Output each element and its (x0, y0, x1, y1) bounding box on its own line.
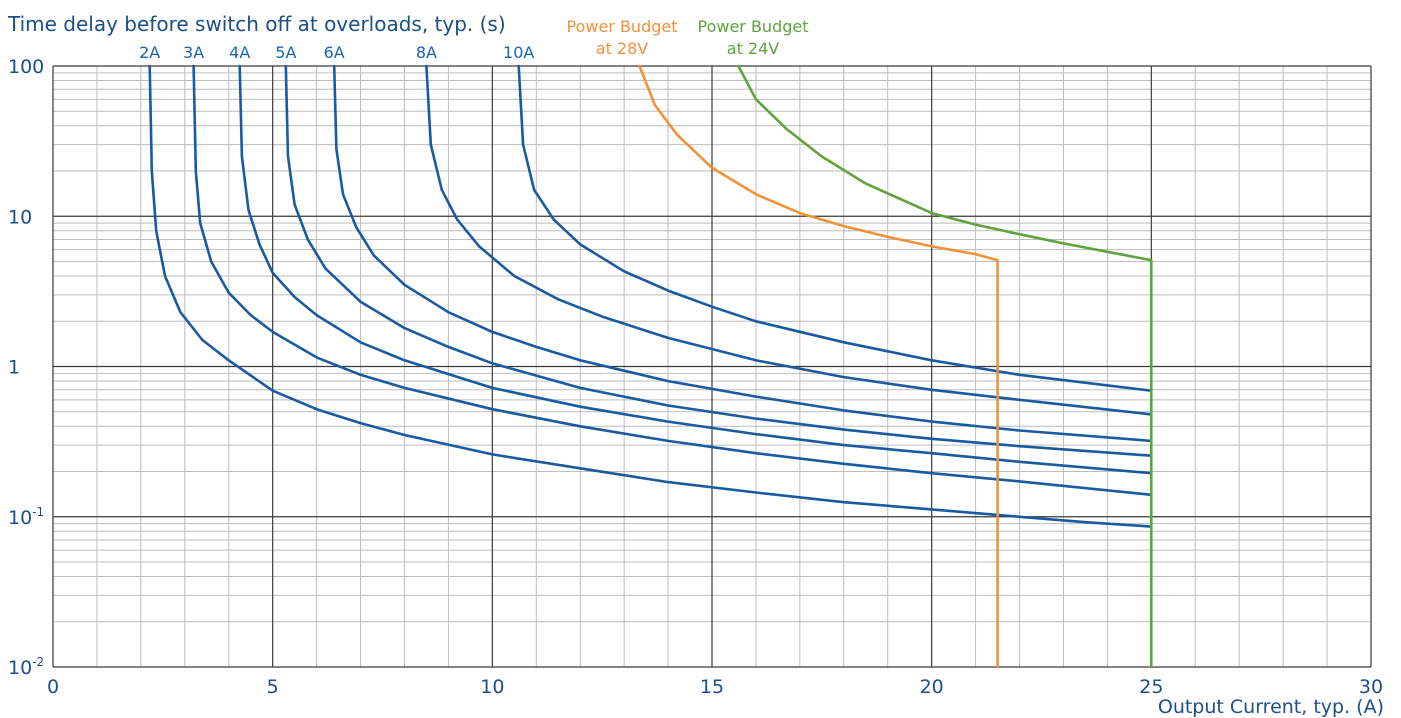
y-tick-exponent: -1 (32, 505, 44, 519)
y-tick-label: 10-1 (8, 505, 44, 529)
series-line-power-budget-at-24v (737, 64, 1153, 669)
series-labels: 2A 3A 4A 5A 6A 8A 10A (139, 43, 534, 62)
tick-labels: 0 5 10 15 20 25 30 100 10 1 10-1 10-2 (8, 56, 1383, 698)
x-axis-label: Output Current, typ. (A) (1158, 696, 1384, 718)
x-tick-label: 20 (920, 676, 944, 698)
power-budget-28v-label-line2: at 28V (596, 39, 649, 58)
series-label-5a: 5A (275, 43, 296, 62)
power-budget-24v-label-line1: Power Budget (697, 17, 808, 36)
grid (52, 65, 1372, 668)
x-tick-label: 10 (480, 676, 504, 698)
series-line-6a (332, 64, 1153, 443)
x-tick-label: 15 (700, 676, 724, 698)
series-label-2a: 2A (139, 43, 160, 62)
y-tick-exponent: -2 (32, 655, 44, 669)
x-tick-label: 5 (267, 676, 279, 698)
y-tick-label: 10-2 (8, 655, 44, 679)
series-line-3a (192, 64, 1153, 497)
series-label-4a: 4A (229, 43, 250, 62)
series-label-3a: 3A (183, 43, 204, 62)
y-tick-label: 10 (8, 206, 32, 228)
power-budget-24v-label-line2: at 24V (727, 39, 780, 58)
power-budget-28v-label-line1: Power Budget (566, 17, 677, 36)
y-tick-label: 1 (8, 357, 20, 379)
y-tick-label: 100 (8, 56, 44, 78)
series-line-10a (517, 64, 1153, 392)
series-label-8a: 8A (416, 43, 437, 62)
series-line-5a (284, 64, 1153, 457)
chart-title: Time delay before switch off at overload… (7, 12, 506, 36)
x-tick-label: 0 (47, 676, 59, 698)
series-label-6a: 6A (324, 43, 345, 62)
series-label-10a: 10A (503, 43, 534, 62)
x-tick-label: 30 (1359, 676, 1383, 698)
series-line-4a (238, 64, 1153, 475)
series-line-8a (425, 64, 1153, 416)
curves (148, 64, 1153, 669)
series-line-power-budget-at-28v (638, 64, 999, 669)
x-tick-label: 25 (1139, 676, 1163, 698)
series-line-2a (148, 64, 1153, 528)
